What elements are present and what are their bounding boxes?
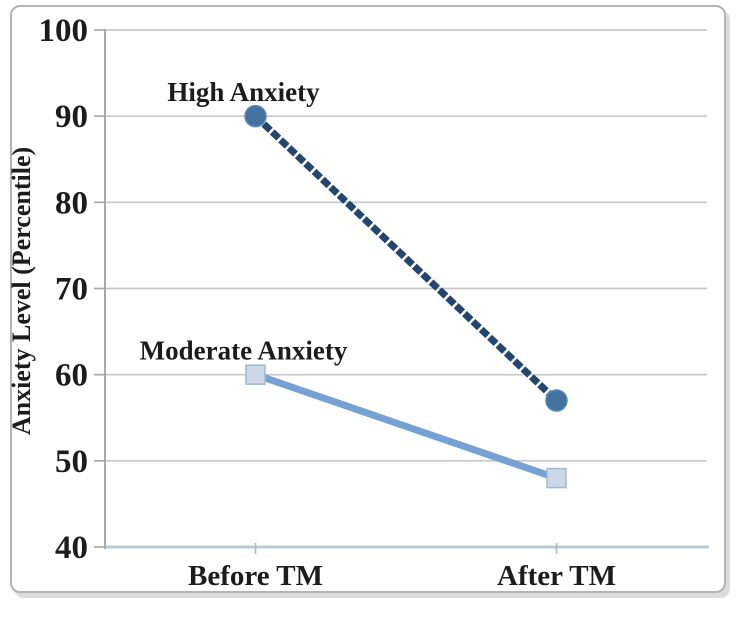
- chart-card: [10, 5, 726, 593]
- y-tick-label: 60: [55, 358, 88, 394]
- category-label-before-tm: Before TM: [188, 560, 323, 592]
- category-label-after-tm: After TM: [497, 560, 616, 592]
- y-tick-label: 100: [39, 13, 89, 49]
- y-tick-label: 50: [55, 444, 88, 480]
- y-tick-label: 70: [55, 272, 88, 308]
- y-tick-label: 80: [55, 185, 88, 221]
- data-point-marker-high-anxiety: [545, 389, 568, 412]
- data-point-marker-moderate-anxiety: [546, 467, 567, 489]
- data-point-marker-moderate-anxiety: [245, 364, 266, 385]
- series-label-moderate-anxiety: Moderate Anxiety: [140, 336, 348, 366]
- y-tick-label: 90: [55, 99, 88, 135]
- y-tick-label: 40: [55, 530, 88, 566]
- series-label-high-anxiety: High Anxiety: [167, 77, 320, 107]
- series-line-high-anxiety: [253, 113, 559, 404]
- y-axis-title: Anxiety Level (Percentile): [7, 146, 36, 436]
- series-line-moderate-anxiety: [254, 371, 558, 482]
- data-point-marker-high-anxiety: [244, 104, 267, 128]
